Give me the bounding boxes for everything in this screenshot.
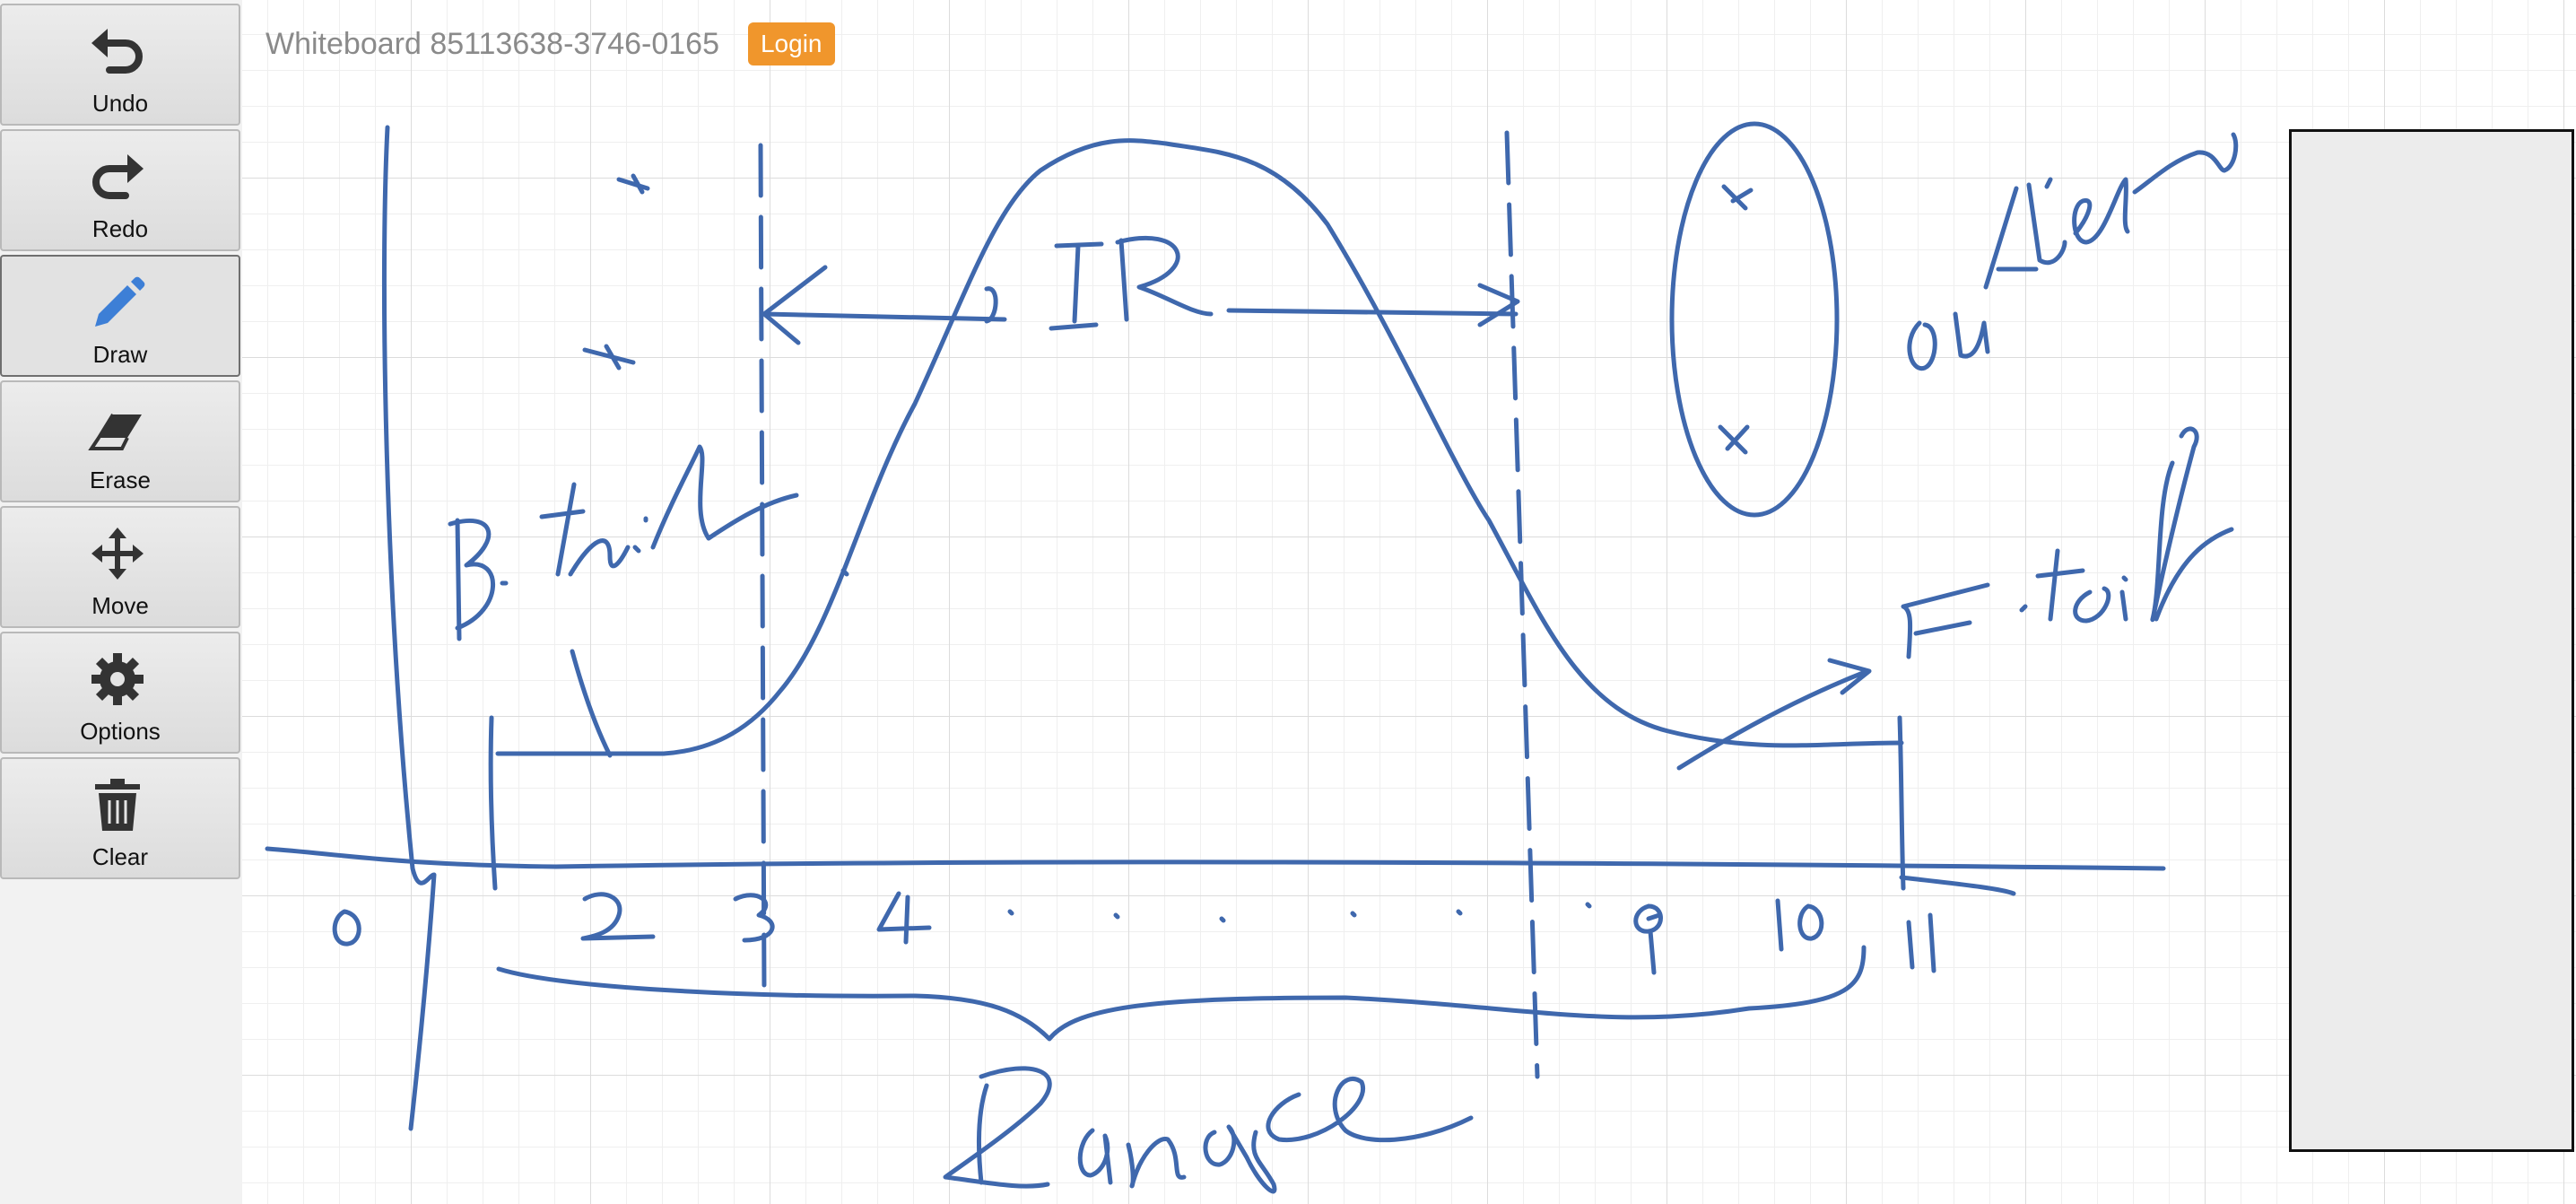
pencil-icon [86, 271, 149, 334]
toolbar: Undo Redo Draw Erase Move [0, 0, 242, 1204]
stroke-number-3 [733, 893, 775, 943]
stroke-outlier-x2 [1718, 424, 1750, 455]
stroke-bell-curve [495, 138, 1904, 756]
stroke-ir-arrow-right [1226, 308, 1519, 317]
clear-label: Clear [91, 843, 149, 870]
move-button[interactable]: Move [0, 506, 240, 628]
login-button[interactable]: Login [747, 22, 835, 65]
undo-label: Undo [91, 90, 149, 117]
stroke-right-marker [1897, 715, 1906, 891]
undo-icon [86, 20, 149, 83]
redo-label: Redo [91, 215, 149, 242]
stroke-axis-dot-2 [1113, 912, 1120, 920]
stroke-outlier-x1 [1721, 184, 1754, 211]
stroke-y-axis [381, 125, 437, 1131]
stroke-ir-arrowhead-right [1477, 283, 1520, 327]
stroke-x-mark-2 [582, 344, 636, 371]
draw-label: Draw [92, 341, 148, 368]
redo-icon [86, 145, 149, 208]
stroke-axis-dot-3 [1219, 916, 1226, 923]
stroke-x-mark-1 [616, 173, 650, 195]
stroke-number-2 [580, 892, 656, 941]
stroke-q3-dashed-line [1504, 130, 1540, 1079]
stroke-x-axis-end [1899, 875, 2016, 896]
eraser-icon [86, 397, 149, 459]
stroke-left-marker [488, 715, 498, 891]
stroke-ir-arrow-left [761, 311, 1007, 322]
options-label: Options [80, 718, 161, 745]
undo-button[interactable]: Undo [0, 4, 240, 126]
stroke-ir-closing [984, 286, 998, 324]
stroke-b-tail-pointer [570, 649, 613, 758]
stroke-axis-dot-4 [1350, 911, 1357, 918]
stroke-letter-r [1115, 235, 1214, 322]
erase-button[interactable]: Erase [0, 380, 240, 502]
stroke-number-11 [1906, 912, 1936, 973]
move-label: Move [91, 592, 149, 619]
side-panel [2289, 129, 2574, 1152]
stroke-axis-dot-5 [1456, 909, 1463, 916]
stroke-axis-dot-1 [1007, 909, 1014, 916]
stroke-ir-arrowhead-left [761, 265, 828, 345]
clear-button[interactable]: Clear [0, 757, 240, 879]
stroke-number-9 [1633, 903, 1663, 975]
stroke-axis-dot-6 [1585, 902, 1592, 909]
stroke-curve-dot [840, 568, 849, 577]
stroke-word-b-tail [448, 444, 799, 641]
gear-icon [86, 648, 149, 711]
stroke-word-outliers [1907, 132, 2239, 371]
move-icon [86, 522, 149, 585]
stroke-letter-i [1049, 241, 1104, 331]
stroke-number-10 [1775, 898, 1824, 952]
stroke-x-axis [265, 846, 2166, 871]
options-button[interactable]: Options [0, 632, 240, 754]
stroke-outlier-ellipse [1669, 121, 1840, 518]
stroke-number-0 [332, 909, 361, 947]
erase-label: Erase [90, 467, 151, 493]
trash-icon [86, 773, 149, 836]
stroke-f-tail-arrow [1676, 658, 1872, 771]
stroke-word-f-tail [1901, 426, 2234, 659]
stroke-range-brace [496, 945, 1867, 1042]
draw-button[interactable]: Draw [0, 255, 240, 377]
redo-button[interactable]: Redo [0, 129, 240, 251]
header: Whiteboard 85113638-3746-0165 Login [265, 22, 835, 66]
board-title: Whiteboard 85113638-3746-0165 [265, 26, 719, 61]
stroke-word-range [943, 1066, 1474, 1194]
stroke-number-4 [876, 891, 932, 945]
